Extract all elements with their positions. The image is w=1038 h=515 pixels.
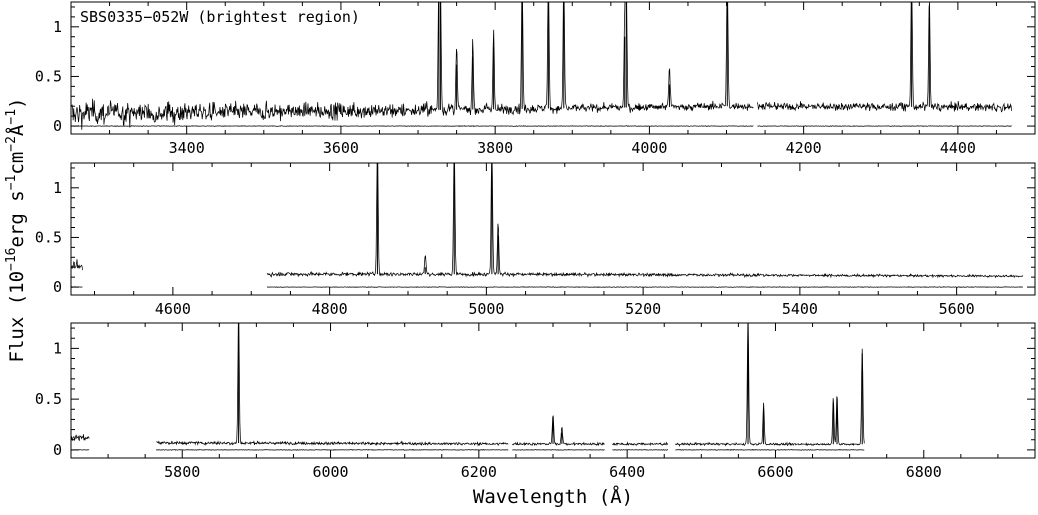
- x-axis-title: Wavelength (Å): [473, 485, 633, 508]
- y-tick-label: 0: [53, 117, 62, 135]
- panel-2: 4600 4800 5000 5200 5400 5600 0 0.5 1: [35, 162, 1036, 318]
- spectrum-series-segment: [675, 323, 865, 447]
- spectrum-series-segment: [757, 2, 1013, 113]
- spectrum-series-segment: [71, 259, 83, 271]
- y-axis-title-part: ): [6, 98, 28, 109]
- x-tick-label: 6600: [757, 463, 793, 481]
- error-series-segment: [512, 448, 605, 451]
- y-tick-label: 0.5: [35, 228, 62, 246]
- x-tick-label: 3600: [323, 139, 359, 157]
- error-series-segment: [266, 286, 1024, 288]
- x-tick-label: 5800: [164, 463, 200, 481]
- y-axis-title-exponent: −1: [4, 109, 19, 125]
- x-tick-label: 4600: [155, 300, 191, 318]
- y-axis-title-exponent: −2: [4, 136, 19, 152]
- y-axis-title-part: erg s: [6, 190, 28, 247]
- spectrum-series-segment: [612, 441, 669, 447]
- panel-plot-area: [71, 323, 865, 451]
- chart-title: SBS0335−052W (brightest region): [80, 8, 360, 26]
- x-tick-label: 3800: [477, 139, 513, 157]
- y-axis-title-exponent: −16: [4, 247, 19, 270]
- panel-plot-area: [71, 163, 1024, 288]
- x-tick-label: 5000: [468, 300, 504, 318]
- y-tick-label: 0.5: [35, 67, 62, 85]
- spectrum-series-segment: [71, 2, 754, 130]
- spectrum-series-segment: [71, 434, 90, 442]
- x-tick-label: 4000: [631, 139, 667, 157]
- y-axis-title: Flux (10−16erg s−1cm−2Å−1): [4, 98, 28, 363]
- x-tick-label: 3400: [169, 139, 205, 157]
- spectrum-series-segment: [512, 415, 605, 447]
- error-series-segment: [675, 448, 865, 451]
- y-tick-label: 0.5: [35, 390, 62, 408]
- panel-1: 3400 3600 3800 4000 4200 4400 0 0.5 1 SBS0335−052…: [35, 1, 1036, 157]
- error-series-segment: [612, 449, 669, 451]
- y-tick-label: 1: [53, 339, 62, 357]
- x-tick-label: 6200: [461, 463, 497, 481]
- panel-frame: [70, 1, 1036, 135]
- panel-3: 5800 6000 6200 6400 6600 6800 0 0.5 1: [35, 322, 1036, 481]
- x-tick-label: 6800: [906, 463, 942, 481]
- y-tick-label: 0: [53, 441, 62, 459]
- error-series-segment: [71, 125, 754, 127]
- x-tick-label: 4400: [940, 139, 976, 157]
- y-axis-title-part: Å: [5, 124, 28, 136]
- x-tick-label: 6000: [312, 463, 348, 481]
- x-tick-label: 5400: [782, 300, 818, 318]
- x-tick-label: 4800: [312, 300, 348, 318]
- y-tick-label: 1: [53, 18, 62, 36]
- y-axis-title-part: cm: [6, 152, 28, 175]
- y-tick-label: 1: [53, 179, 62, 197]
- spectrum-series-segment: [266, 163, 1024, 279]
- y-tick-label: 0: [53, 278, 62, 296]
- x-tick-label: 5600: [939, 300, 975, 318]
- x-tick-label: 6400: [609, 463, 645, 481]
- y-axis-title-exponent: −1: [4, 175, 19, 191]
- y-axis-title-part: Flux (10: [6, 271, 28, 363]
- panel-frame: [70, 162, 1036, 296]
- x-tick-label: 5200: [625, 300, 661, 318]
- spectrum-series-segment: [156, 323, 509, 447]
- error-series-segment: [757, 125, 1012, 127]
- panel-plot-area: [71, 2, 1013, 130]
- x-tick-label: 4200: [786, 139, 822, 157]
- error-series-segment: [156, 448, 509, 451]
